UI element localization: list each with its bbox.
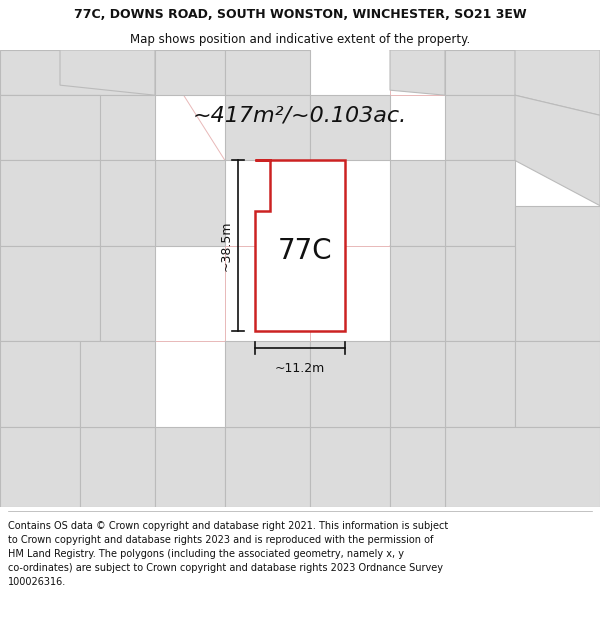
Text: ~11.2m: ~11.2m <box>275 362 325 376</box>
Polygon shape <box>225 50 310 95</box>
Polygon shape <box>225 95 310 161</box>
Polygon shape <box>390 161 445 246</box>
Polygon shape <box>390 427 445 507</box>
Text: ~417m²/~0.103ac.: ~417m²/~0.103ac. <box>193 105 407 125</box>
Polygon shape <box>445 95 515 161</box>
Text: 77C: 77C <box>278 237 332 265</box>
Polygon shape <box>390 50 445 95</box>
Text: 100026316.: 100026316. <box>8 577 66 587</box>
Polygon shape <box>310 95 390 161</box>
Polygon shape <box>445 246 515 341</box>
Polygon shape <box>515 95 600 206</box>
Polygon shape <box>0 341 80 427</box>
Text: Contains OS data © Crown copyright and database right 2021. This information is : Contains OS data © Crown copyright and d… <box>8 521 448 531</box>
Polygon shape <box>390 246 445 341</box>
Polygon shape <box>310 427 390 507</box>
Polygon shape <box>445 50 515 95</box>
Polygon shape <box>515 341 600 427</box>
Polygon shape <box>0 246 100 341</box>
Text: Map shows position and indicative extent of the property.: Map shows position and indicative extent… <box>130 32 470 46</box>
Polygon shape <box>225 341 310 427</box>
Polygon shape <box>390 341 445 427</box>
Polygon shape <box>445 161 515 246</box>
Text: co-ordinates) are subject to Crown copyright and database rights 2023 Ordnance S: co-ordinates) are subject to Crown copyr… <box>8 563 443 573</box>
Text: 77C, DOWNS ROAD, SOUTH WONSTON, WINCHESTER, SO21 3EW: 77C, DOWNS ROAD, SOUTH WONSTON, WINCHEST… <box>74 8 526 21</box>
Polygon shape <box>0 427 80 507</box>
Polygon shape <box>225 427 310 507</box>
Polygon shape <box>100 161 155 246</box>
Polygon shape <box>0 50 155 95</box>
Polygon shape <box>0 95 100 161</box>
Polygon shape <box>80 427 155 507</box>
Polygon shape <box>155 427 225 507</box>
Text: HM Land Registry. The polygons (including the associated geometry, namely x, y: HM Land Registry. The polygons (includin… <box>8 549 404 559</box>
Polygon shape <box>255 161 345 331</box>
Text: ~38.5m: ~38.5m <box>220 221 233 271</box>
Polygon shape <box>60 50 155 95</box>
Polygon shape <box>100 246 155 341</box>
Polygon shape <box>0 161 100 246</box>
Polygon shape <box>515 206 600 341</box>
Polygon shape <box>445 341 515 427</box>
Polygon shape <box>445 427 600 507</box>
Text: to Crown copyright and database rights 2023 and is reproduced with the permissio: to Crown copyright and database rights 2… <box>8 535 433 545</box>
Polygon shape <box>310 341 390 427</box>
Polygon shape <box>155 50 225 95</box>
Polygon shape <box>515 50 600 115</box>
Polygon shape <box>80 341 155 427</box>
Polygon shape <box>0 95 225 246</box>
